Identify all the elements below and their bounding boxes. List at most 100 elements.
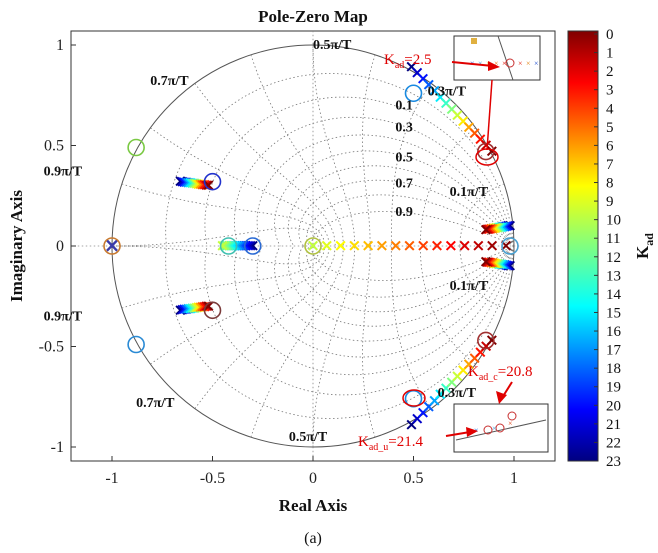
pole-marker: × bbox=[450, 105, 464, 125]
x-tick-label: -1 bbox=[105, 470, 118, 487]
colorbar-tick-label: 13 bbox=[606, 268, 621, 284]
svg-text:×: × bbox=[534, 59, 539, 68]
colorbar-tick-label: 3 bbox=[606, 83, 614, 99]
colorbar-tick-label: 8 bbox=[606, 176, 614, 192]
pole-marker: × bbox=[179, 173, 193, 193]
pole-marker: × bbox=[173, 300, 187, 320]
pole-marker: × bbox=[416, 69, 430, 89]
colorbar-tick-label: 0 bbox=[606, 27, 614, 43]
colorbar-label: Kad bbox=[633, 233, 656, 259]
frequency-label: 0.9π/T bbox=[44, 309, 83, 324]
pole-marker: × bbox=[228, 236, 242, 256]
x-tick-label: 0 bbox=[309, 470, 317, 487]
pole-marker: × bbox=[320, 236, 334, 256]
y-tick-label: 0.5 bbox=[44, 138, 64, 155]
pole-marker: × bbox=[199, 297, 213, 317]
pole-marker: × bbox=[347, 236, 361, 256]
pole-marker: × bbox=[498, 217, 512, 237]
y-axis-ticks: 1 0.5 0 -0.5 -1 bbox=[39, 37, 76, 456]
pole-marker: × bbox=[489, 254, 503, 274]
pole-marker: × bbox=[439, 93, 453, 113]
zero-marker bbox=[304, 237, 322, 255]
frequency-line bbox=[312, 45, 356, 247]
pole-marker: × bbox=[187, 298, 201, 318]
pole-marker: × bbox=[179, 299, 193, 319]
pole-marker: × bbox=[333, 236, 347, 256]
pole-marker: × bbox=[462, 355, 476, 375]
pole-marker: × bbox=[503, 216, 517, 236]
colorbar-tick-label: 1 bbox=[606, 46, 614, 62]
svg-text:Kad_c=20.8: Kad_c=20.8 bbox=[468, 364, 532, 383]
pole-marker: × bbox=[494, 255, 508, 275]
zero-marker bbox=[103, 237, 121, 255]
pole-marker: × bbox=[485, 236, 499, 256]
zero-marker bbox=[127, 335, 145, 354]
pole-marker: × bbox=[487, 218, 501, 238]
frequency-line bbox=[390, 245, 432, 409]
zero-marker bbox=[203, 172, 222, 191]
damping-label: 0.5 bbox=[395, 151, 413, 166]
pole-marker: × bbox=[422, 397, 436, 417]
pole-marker: × bbox=[501, 216, 515, 236]
pole-marker: × bbox=[195, 175, 209, 195]
pole-marker: × bbox=[427, 81, 441, 101]
zero-marker bbox=[477, 331, 495, 350]
pole-marker: × bbox=[499, 236, 513, 256]
pole-marker: × bbox=[199, 175, 213, 195]
pole-marker: × bbox=[201, 296, 215, 316]
y-tick-label: -0.5 bbox=[39, 339, 64, 356]
damping-line bbox=[306, 194, 515, 298]
colorbar-tick-label: 12 bbox=[606, 250, 621, 266]
colorbar-tick-label: 7 bbox=[606, 157, 614, 173]
svg-text:×: × bbox=[502, 59, 507, 68]
frequency-label: 0.1π/T bbox=[450, 185, 489, 200]
colorbar bbox=[567, 30, 599, 462]
x-tick-label: -0.5 bbox=[200, 470, 225, 487]
pole-marker: × bbox=[499, 216, 513, 236]
pole-marker: × bbox=[482, 253, 496, 273]
damping-label: 0.7 bbox=[395, 177, 413, 192]
x-axis-label: Real Axis bbox=[279, 496, 348, 515]
colorbar-tick-label: 19 bbox=[606, 380, 621, 396]
colorbar-tick-label: 16 bbox=[606, 324, 622, 340]
frequency-line bbox=[419, 127, 476, 247]
frequency-line bbox=[150, 245, 330, 365]
damping-line bbox=[165, 73, 515, 419]
svg-text:×: × bbox=[518, 59, 523, 68]
damping-line bbox=[204, 96, 515, 396]
damping-line bbox=[311, 211, 515, 281]
svg-text:×: × bbox=[492, 424, 497, 433]
pole-marker: × bbox=[479, 136, 493, 156]
pole-marker: × bbox=[468, 123, 482, 143]
damping-line bbox=[298, 179, 515, 313]
pole-marker: × bbox=[479, 337, 493, 357]
pole-marker: × bbox=[410, 409, 424, 429]
colorbar-tick-label: 15 bbox=[606, 305, 621, 321]
pole-marker: × bbox=[181, 299, 195, 319]
pole-marker: × bbox=[187, 174, 201, 194]
svg-text:Kad=2.5: Kad=2.5 bbox=[384, 52, 432, 71]
damping-label: 0.9 bbox=[395, 205, 413, 220]
frequency-label: 0.1π/T bbox=[450, 279, 489, 294]
colorbar-tick-label: 5 bbox=[606, 120, 614, 136]
pole-marker: × bbox=[487, 254, 501, 274]
annotation-kad-c: Kad_c=20.8 bbox=[402, 364, 532, 407]
inset-bottom: × × × × bbox=[453, 403, 549, 453]
frequency-line bbox=[312, 245, 356, 447]
colorbar-tick-label: 23 bbox=[606, 454, 621, 470]
pole-marker: × bbox=[484, 253, 498, 273]
pole-marker: × bbox=[183, 299, 197, 319]
pole-marker: × bbox=[177, 172, 191, 192]
pole-marker: × bbox=[501, 256, 515, 276]
pole-marker: × bbox=[485, 142, 499, 162]
pole-marker: × bbox=[433, 385, 447, 405]
pole-marker: × bbox=[503, 256, 517, 276]
frequency-line bbox=[111, 245, 323, 265]
pole-marker: × bbox=[496, 255, 510, 275]
pole-marker: × bbox=[479, 220, 493, 240]
colorbar-tick-label: 10 bbox=[606, 213, 621, 229]
zero-marker bbox=[219, 237, 238, 255]
damping-line bbox=[274, 150, 515, 342]
pole-marker: × bbox=[498, 255, 512, 275]
